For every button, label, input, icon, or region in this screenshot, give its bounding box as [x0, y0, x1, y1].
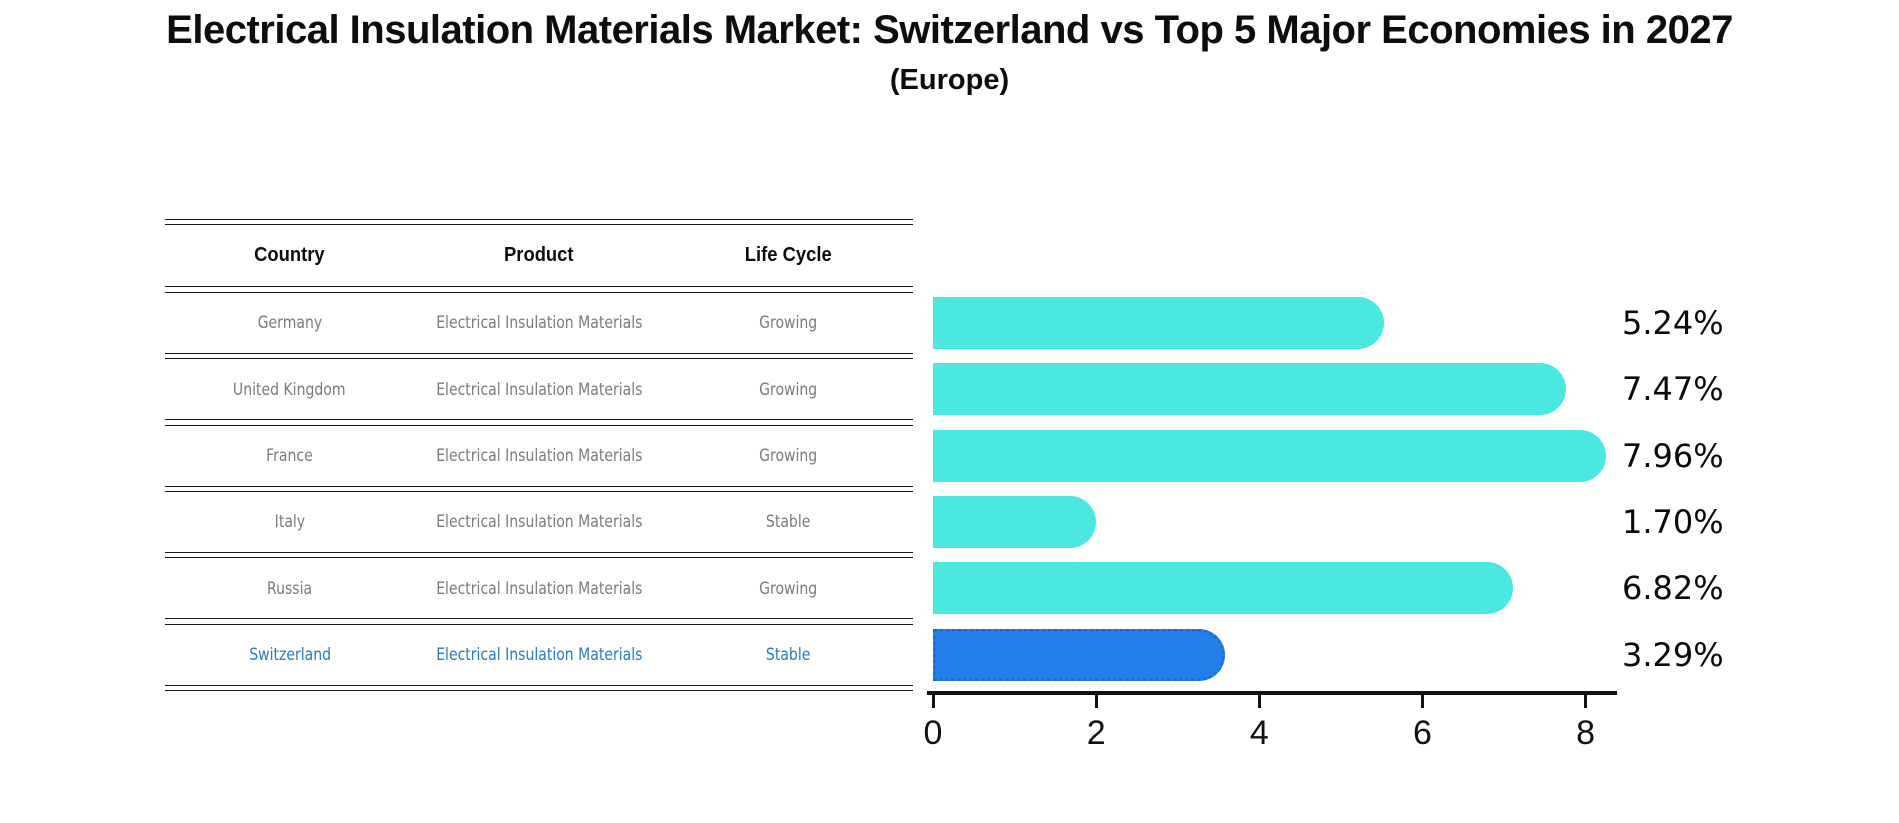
- cell-product: Electrical Insulation Materials: [435, 313, 643, 333]
- table-row: Switzerland Electrical Insulation Materi…: [165, 625, 913, 685]
- x-axis-tick: 2: [1076, 694, 1116, 753]
- x-axis-tick: 8: [1566, 694, 1606, 753]
- cell-lifecycle: Stable: [766, 512, 811, 532]
- cell-country: Switzerland: [248, 645, 331, 665]
- cell-country: United Kingdom: [233, 379, 346, 399]
- bar-france: [933, 429, 1607, 482]
- tick-label: 2: [1086, 713, 1106, 752]
- tick-label: 4: [1249, 713, 1269, 752]
- table-separator-line: [165, 419, 913, 426]
- cell-product: Electrical Insulation Materials: [435, 645, 643, 665]
- cell-product: Electrical Insulation Materials: [435, 578, 643, 598]
- table-separator-line: [165, 485, 913, 492]
- table-row: Russia Electrical Insulation Materials G…: [165, 558, 913, 618]
- tick-label: 8: [1576, 713, 1596, 752]
- bar-value-label: 1.70%: [1622, 503, 1724, 542]
- page-title: Electrical Insulation Materials Market: …: [166, 8, 1733, 52]
- cell-country: Germany: [257, 313, 322, 333]
- bar-switzerland: [933, 628, 1226, 681]
- table-separator-line: [165, 286, 913, 293]
- tick-mark: [1584, 694, 1588, 708]
- table-separator-line: [165, 618, 913, 625]
- data-table: Country Product Life Cycle Germany Electri…: [165, 219, 913, 692]
- bar-italy: [933, 495, 1096, 548]
- tick-mark: [931, 694, 935, 708]
- column-header: Country: [254, 244, 325, 267]
- table-separator-line: [165, 684, 913, 692]
- bar-united-kingdom: [933, 363, 1567, 416]
- cell-country: Italy: [274, 512, 305, 532]
- bar-row: 7.47%: [933, 356, 1724, 422]
- bar-row: 6.82%: [933, 555, 1724, 621]
- cell-lifecycle: Growing: [759, 379, 818, 399]
- x-axis-tick: 6: [1402, 694, 1442, 753]
- bar-chart: 5.24% 7.47% 7.96% 1.70% 6.82% 3.29%: [933, 290, 1724, 688]
- bar-germany: [933, 297, 1385, 349]
- x-axis-tick: 4: [1239, 694, 1279, 753]
- table-separator-line: [165, 551, 913, 559]
- cell-lifecycle: Growing: [759, 578, 818, 598]
- bar-russia: [933, 562, 1514, 615]
- cell-lifecycle: Growing: [759, 446, 818, 466]
- table-row: Germany Electrical Insulation Materials …: [165, 293, 913, 353]
- tick-mark: [1257, 694, 1261, 708]
- page-subtitle: (Europe): [889, 64, 1010, 96]
- cell-product: Electrical Insulation Materials: [435, 446, 643, 466]
- bar-value-label: 6.82%: [1622, 569, 1724, 608]
- column-header: Product: [504, 244, 574, 267]
- bar-row: 7.96%: [933, 423, 1724, 489]
- bar-row: 5.24%: [933, 290, 1724, 356]
- cell-product: Electrical Insulation Materials: [435, 379, 643, 399]
- column-header: Life Cycle: [744, 244, 832, 267]
- cell-lifecycle: Stable: [766, 645, 811, 665]
- cell-product: Electrical Insulation Materials: [435, 512, 643, 532]
- bar-row: 1.70%: [933, 489, 1724, 555]
- table-separator-line: [165, 219, 913, 226]
- bar-row: 3.29%: [933, 622, 1724, 688]
- tick-label: 6: [1413, 713, 1432, 752]
- table-row: Italy Electrical Insulation Materials St…: [165, 492, 913, 552]
- tick-label: 0: [923, 713, 943, 752]
- cell-country: Russia: [267, 578, 313, 598]
- table-row: United Kingdom Electrical Insulation Mat…: [165, 359, 913, 419]
- x-axis-line: [927, 691, 1617, 695]
- bar-value-label: 5.24%: [1622, 304, 1724, 343]
- bar-value-label: 3.29%: [1622, 635, 1724, 674]
- x-axis: 0 2 4 6 8: [924, 691, 1617, 761]
- tick-mark: [1094, 694, 1098, 708]
- tick-mark: [1420, 694, 1424, 708]
- table-separator-line: [165, 352, 913, 360]
- bar-value-label: 7.47%: [1622, 370, 1724, 409]
- cell-country: France: [266, 446, 313, 466]
- table-row: France Electrical Insulation Materials G…: [165, 426, 913, 486]
- cell-lifecycle: Growing: [759, 313, 818, 333]
- bar-value-label: 7.96%: [1622, 436, 1724, 475]
- table-header-row: Country Product Life Cycle: [165, 225, 913, 286]
- x-axis-tick: 0: [913, 694, 953, 753]
